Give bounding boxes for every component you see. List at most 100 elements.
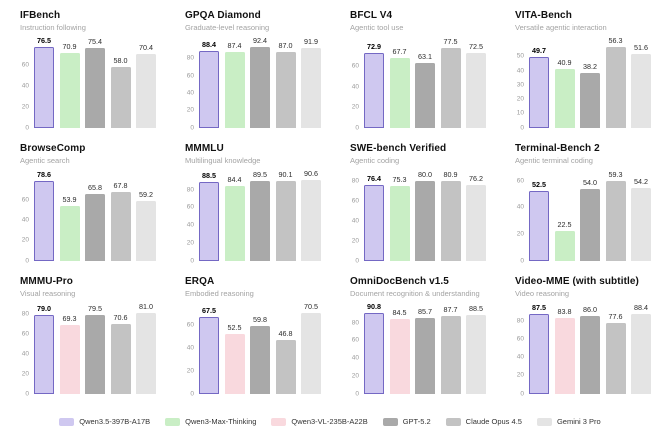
chart-subtitle: Multilingual knowledge xyxy=(185,155,261,165)
bar-value-label: 87.5 xyxy=(532,303,546,313)
y-axis-ticks: 0 20 40 60 80 xyxy=(513,310,527,397)
y-tick-label: 40 xyxy=(516,67,524,75)
bar-rect xyxy=(59,205,80,261)
bar-rect xyxy=(580,188,600,261)
bar-value-label: 80.0 xyxy=(418,170,432,180)
bar-qwen3-max-thinking: 53.9 xyxy=(59,177,80,261)
bar-rect xyxy=(529,56,549,128)
bar-claude-opus-4-5: 46.8 xyxy=(275,310,296,394)
bar-value-label: 89.5 xyxy=(253,170,267,180)
bar-rect xyxy=(631,54,651,128)
bar-rect xyxy=(110,191,131,261)
bar-gemini-3-pro: 88.5 xyxy=(466,304,486,394)
bar-gemini-3-pro: 76.2 xyxy=(466,174,486,261)
y-tick-label: 20 xyxy=(21,370,29,378)
bar-claude-opus-4-5: 90.1 xyxy=(275,170,296,261)
bar-rect xyxy=(440,315,461,394)
y-tick-label: 40 xyxy=(516,353,524,361)
y-tick-label: 0 xyxy=(520,257,524,264)
y-tick-label: 20 xyxy=(351,103,359,111)
bar-value-label: 56.3 xyxy=(608,36,623,46)
chart-title: Video-MME (with subtitle) xyxy=(515,276,639,287)
y-tick-label: 10 xyxy=(516,109,524,117)
bar-rect xyxy=(415,62,435,128)
plot-area: 0 20 40 60 80 79.0 69.3 79.5 70.6 81.0 xyxy=(22,302,156,397)
bar-rect xyxy=(110,323,131,394)
chart-title: MMMU-Pro xyxy=(20,276,74,287)
bar-rect xyxy=(110,66,131,128)
bar-gemini-3-pro: 59.2 xyxy=(136,177,156,261)
bar-gpt-5-2: 75.4 xyxy=(85,37,105,128)
bar-rect xyxy=(389,318,410,394)
y-tick-label: 60 xyxy=(351,197,359,205)
bar-value-label: 38.2 xyxy=(583,62,597,72)
bar-qwen3-5-397b-a17b: 52.5 xyxy=(529,177,549,261)
bar-value-label: 70.6 xyxy=(113,312,128,322)
chart-vita-bench: VITA-Bench Versatile agentic interaction 0… xyxy=(495,6,660,139)
y-axis-ticks: 0 20 40 60 xyxy=(18,177,32,264)
chart-title: ERQA xyxy=(185,276,215,287)
chart-mmmlu: MMMLU Multilingual knowledge 0 20 40 60 80 88.5… xyxy=(165,139,330,272)
bar-value-label: 59.8 xyxy=(253,314,267,324)
bar-value-label: 52.5 xyxy=(227,322,242,332)
bar-qwen3-5-397b-a17b: 76.4 xyxy=(364,174,384,261)
bar-rect xyxy=(415,181,435,261)
legend-item-qwen3-vl-235b-a22b: Qwen3-VL-235B-A22B xyxy=(271,417,368,426)
y-tick-label: 40 xyxy=(186,221,194,229)
plot-area: 0 20 40 60 76.5 70.9 75.4 58.0 70.4 xyxy=(22,36,156,131)
plot-area: 0 20 40 60 80 88.4 87.4 92.4 87.0 91.9 xyxy=(187,36,321,131)
bar-value-label: 90.1 xyxy=(278,169,293,179)
legend-item-claude-opus-4-5: Claude Opus 4.5 xyxy=(445,417,522,426)
bar-qwen3-5-397b-a17b: 79.0 xyxy=(34,304,54,394)
bar-rect xyxy=(389,186,410,261)
bar-value-label: 77.5 xyxy=(443,37,458,47)
bar-qwen3-5-397b-a17b: 87.5 xyxy=(529,303,549,394)
bar-gemini-3-pro: 91.9 xyxy=(301,37,321,128)
y-axis-ticks: 0 20 40 60 xyxy=(183,310,197,397)
bar-value-label: 88.4 xyxy=(202,39,216,49)
bars: 72.9 67.7 63.1 77.5 72.5 xyxy=(364,37,486,128)
y-tick-label: 80 xyxy=(351,177,359,185)
y-tick-label: 80 xyxy=(516,317,524,325)
bar-rect xyxy=(250,181,270,261)
bar-rect xyxy=(85,314,105,394)
legend-swatch-icon xyxy=(271,417,287,426)
bar-rect xyxy=(554,317,575,394)
y-tick-label: 20 xyxy=(516,371,524,379)
bar-rect xyxy=(364,185,384,261)
y-tick-label: 20 xyxy=(516,95,524,103)
bar-value-label: 59.3 xyxy=(608,170,623,180)
y-tick-label: 40 xyxy=(186,344,194,352)
bar-gemini-3-pro: 51.6 xyxy=(631,43,651,128)
bar-rect xyxy=(136,313,156,394)
plot-area: 0 10 20 30 40 50 49.7 40.9 38.2 56.3 51.6 xyxy=(517,36,651,131)
bar-claude-opus-4-5: 70.6 xyxy=(110,310,131,394)
y-tick-label: 20 xyxy=(186,239,194,247)
bars: 76.4 75.3 80.0 80.9 76.2 xyxy=(364,170,486,261)
bar-rect xyxy=(275,180,296,261)
bar-claude-opus-4-5: 58.0 xyxy=(110,44,131,128)
plot-area: 0 20 40 60 78.6 53.9 65.8 67.8 59.2 xyxy=(22,170,156,264)
bar-rect xyxy=(34,180,54,261)
bar-value-label: 67.8 xyxy=(113,180,128,190)
y-axis-ticks: 0 20 40 60 80 xyxy=(183,177,197,264)
bar-value-label: 54.0 xyxy=(583,177,597,187)
chart-video-mme-with-subtitle: Video-MME (with subtitle) Video reasoning… xyxy=(495,272,660,405)
chart-title: Terminal-Bench 2 xyxy=(515,143,600,154)
bar-rect xyxy=(250,325,270,394)
bar-qwen3-vl-235b-a22b: 83.8 xyxy=(554,307,575,394)
bars: 87.5 83.8 86.0 77.6 88.4 xyxy=(529,303,651,394)
bar-rect xyxy=(605,47,626,128)
bar-gpt-5-2: 92.4 xyxy=(250,36,270,128)
bars: 88.4 87.4 92.4 87.0 91.9 xyxy=(199,36,321,128)
bar-value-label: 59.2 xyxy=(139,189,153,199)
chart-browsecomp: BrowseComp Agentic search 0 20 40 60 78.6 53.9 6… xyxy=(0,139,165,272)
bar-value-label: 84.5 xyxy=(392,307,407,317)
bar-gpt-5-2: 59.8 xyxy=(250,310,270,394)
chart-title: SWE-bench Verified xyxy=(350,143,447,154)
bar-qwen3-5-397b-a17b: 88.5 xyxy=(199,171,219,261)
legend-label: Qwen3.5-397B-A17B xyxy=(79,417,151,426)
bars: 67.5 52.5 59.8 46.8 70.5 xyxy=(199,302,321,394)
y-tick-label: 0 xyxy=(355,257,359,264)
y-tick-label: 50 xyxy=(516,52,524,60)
